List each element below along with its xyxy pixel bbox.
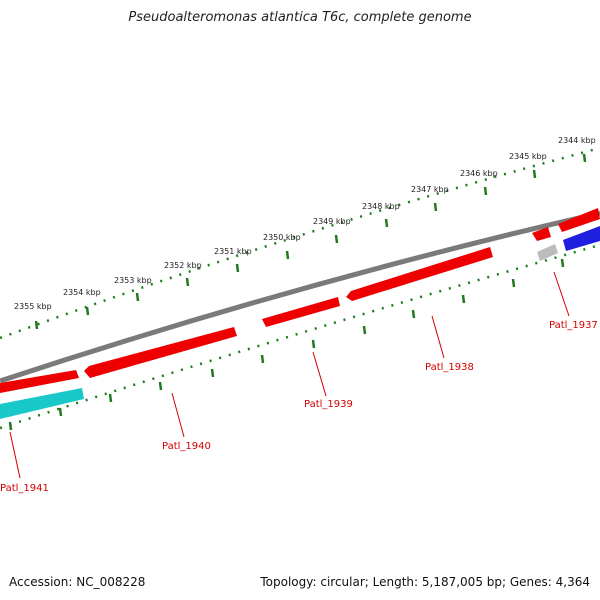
major-tick <box>108 393 113 403</box>
map-title: Pseudoalteromonas atlantica T6c, complet… <box>128 10 472 25</box>
tick-label: 2352 kbp <box>164 261 202 270</box>
tick-label: 2346 kbp <box>460 169 498 178</box>
gene-arrow-forward[interactable] <box>558 208 600 232</box>
major-tick <box>235 263 240 273</box>
major-tick <box>560 258 565 268</box>
tick-label: 2351 kbp <box>214 247 252 256</box>
gene-label: Patl_1938 <box>425 362 474 373</box>
major-tick <box>582 153 587 163</box>
gene-label: Patl_1939 <box>304 399 353 410</box>
leader-line <box>312 351 327 397</box>
tick-label: 2353 kbp <box>114 276 152 285</box>
leader-line <box>553 271 570 317</box>
inner-major-ticks <box>8 258 565 431</box>
gene-arrow-forward[interactable] <box>262 297 340 327</box>
outer-major-ticks <box>34 153 587 330</box>
outer-tick-track: 2355 kbp 2354 kbp 2353 kbp 2352 kbp 2351 kbp… <box>0 136 600 340</box>
major-tick <box>532 169 537 179</box>
major-tick <box>362 325 367 335</box>
major-tick <box>8 421 13 431</box>
topology-text: Topology: circular; Length: 5,187,005 bp… <box>260 575 590 589</box>
tick-label: 2345 kbp <box>509 152 547 161</box>
major-tick <box>334 234 339 244</box>
gene-labels: Patl_1941 Patl_1940 Patl_1939 Patl_1938 … <box>0 320 598 494</box>
major-tick <box>433 202 438 212</box>
major-tick <box>411 309 416 319</box>
feature-cyan[interactable] <box>0 388 84 419</box>
genome-backbone <box>0 210 600 384</box>
tick-label: 2348 kbp <box>362 202 400 211</box>
reverse-strand-features <box>0 226 600 419</box>
major-tick <box>185 277 190 287</box>
gene-label: Patl_1941 <box>0 483 49 494</box>
outer-tick-labels: 2355 kbp 2354 kbp 2353 kbp 2352 kbp 2351 kbp… <box>14 136 596 311</box>
major-tick <box>384 218 389 228</box>
gene-arrow-reverse[interactable] <box>563 226 600 251</box>
inner-tick-track <box>0 243 600 431</box>
major-tick <box>285 250 290 260</box>
tick-label: 2347 kbp <box>411 185 449 194</box>
tick-label: 2355 kbp <box>14 302 52 311</box>
major-tick <box>483 186 488 196</box>
forward-strand-features <box>0 208 600 393</box>
major-tick <box>158 381 163 391</box>
leader-line <box>9 431 21 479</box>
major-tick <box>311 339 316 349</box>
major-tick <box>511 278 516 288</box>
gene-arrow-forward[interactable] <box>0 370 79 393</box>
major-tick <box>58 407 63 417</box>
tick-label: 2344 kbp <box>558 136 596 145</box>
major-tick <box>34 320 39 330</box>
gene-arrow-forward[interactable] <box>532 227 551 241</box>
gene-leader-lines <box>9 271 570 479</box>
outer-minor-ticks <box>0 146 600 340</box>
inner-minor-ticks <box>0 243 600 430</box>
tick-label: 2349 kbp <box>313 217 351 226</box>
major-tick <box>85 306 90 316</box>
major-tick <box>135 292 140 302</box>
tick-label: 2354 kbp <box>63 288 101 297</box>
leader-line <box>171 392 185 438</box>
gene-arrow-forward[interactable] <box>84 327 237 378</box>
gene-label: Patl_1940 <box>162 441 211 452</box>
major-tick <box>210 368 215 378</box>
leader-line <box>431 315 445 359</box>
major-tick <box>461 294 466 304</box>
major-tick <box>260 354 265 364</box>
tick-label: 2350 kbp <box>263 233 301 242</box>
accession-text: Accession: NC_008228 <box>9 575 146 589</box>
gene-arrow-forward[interactable] <box>346 247 493 301</box>
gene-label: Patl_1937 <box>549 320 598 331</box>
feature-gray[interactable] <box>537 244 558 261</box>
